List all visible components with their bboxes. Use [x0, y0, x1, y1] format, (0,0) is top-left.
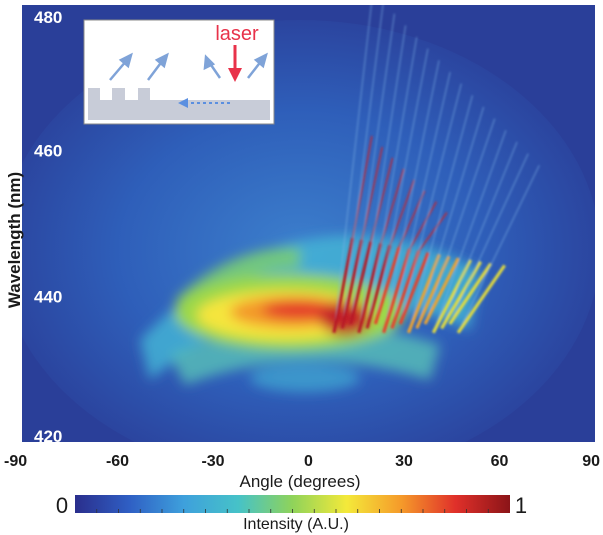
inset-laser-label: laser [215, 23, 259, 45]
y-axis-label: Wavelength (nm) [5, 172, 24, 308]
outer-arch-glow [140, 235, 480, 380]
y-tick-label: 480 [34, 8, 62, 27]
fringe-bright-segment [406, 253, 441, 334]
fringe-streak [457, 164, 540, 334]
colorbar-max-label: 1 [515, 493, 527, 518]
fringe-bright-segment [423, 257, 460, 325]
fringe-bright-segment [440, 260, 482, 330]
fringe-upper-segment [408, 201, 438, 250]
fringe-bright-segment [398, 252, 430, 325]
x-tick-label: 60 [491, 453, 509, 470]
x-axis-ticks: -90 -60 -30 0 30 60 90 [4, 453, 600, 470]
fringe-bright-segment [456, 264, 506, 334]
fringe-streak [391, 71, 451, 329]
fringe-bright-segment [390, 250, 421, 329]
x-tick-label: 0 [304, 453, 313, 470]
inset-diagram: laser [83, 19, 275, 125]
fringe-streak [358, 25, 407, 333]
plot-area [22, 5, 595, 442]
lasing-fringes [332, 5, 540, 334]
fringe-bright-segment [340, 239, 364, 329]
fringe-streak [416, 106, 485, 329]
fringe-upper-segment [389, 179, 416, 246]
fringe-bright-segment [348, 241, 373, 325]
fringe-streak [366, 36, 418, 329]
emission-arrow-icon [109, 52, 268, 81]
fringe-streak [407, 95, 474, 333]
fringe-streak [333, 5, 372, 333]
fringe-bright-segment [382, 248, 412, 334]
fringe-bright-segment [373, 246, 401, 325]
x-tick-label: 90 [582, 453, 600, 470]
y-tick-label: 460 [34, 142, 62, 161]
fringe-bright-segment [332, 237, 355, 334]
x-tick-label: 30 [395, 453, 413, 470]
fringe-streak [383, 60, 440, 333]
fringe-bright-segment [357, 243, 383, 334]
colorbar-min-label: 0 [56, 493, 68, 518]
fringe-upper-segment [418, 212, 448, 252]
x-axis-label: Angle (degrees) [240, 472, 361, 491]
bottom-glow [250, 364, 360, 392]
fringe-streak [441, 141, 518, 329]
fringe-streak [449, 153, 529, 325]
laser-arrow-icon [228, 45, 242, 82]
fringe-streak [341, 5, 384, 329]
fringe-streak [349, 13, 396, 325]
guided-wave-arrow-icon [178, 98, 230, 108]
fringe-streak [432, 130, 507, 333]
fringe-bright-segment [365, 244, 392, 329]
fringe-streak [374, 48, 429, 325]
inset-substrate [88, 88, 270, 120]
fringe-streak [424, 118, 496, 325]
fringe-upper-segment [360, 146, 384, 241]
colorbar-label: Intensity (A.U.) [243, 516, 349, 533]
x-tick-label: -60 [106, 453, 129, 470]
colorbar-ticks [96, 509, 489, 513]
main-band-core [262, 301, 338, 319]
x-tick-label: -30 [201, 453, 224, 470]
fringe-upper-segment [380, 168, 405, 244]
emission-lobes [140, 235, 480, 392]
fringe-bright-segment [448, 262, 493, 325]
fringe-streak [399, 83, 462, 325]
x-tick-label: -90 [4, 453, 27, 470]
colorbar-bar [75, 495, 510, 513]
y-tick-label: 420 [34, 427, 62, 446]
y-tick-label: 440 [34, 287, 62, 306]
colorbar: 0 1 Intensity (A.U.) [56, 493, 527, 533]
y-axis-ticks: 420 440 460 480 [34, 8, 62, 446]
